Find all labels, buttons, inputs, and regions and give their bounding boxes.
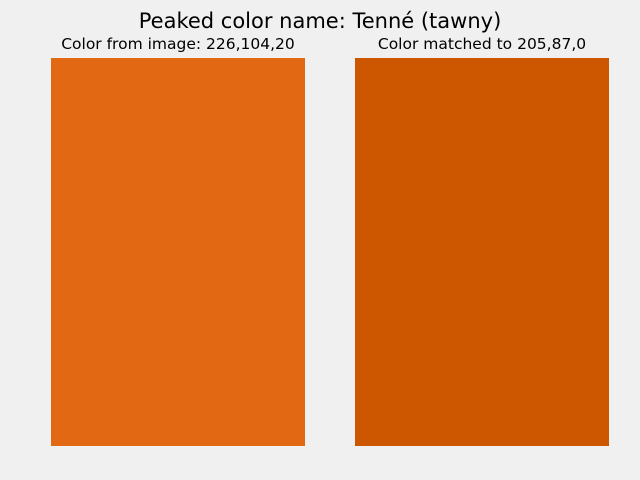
matched-color-label: Color matched to 205,87,0: [377, 35, 587, 53]
matched-color-swatch: [355, 58, 609, 446]
image-color-label: Color from image: 226,104,20: [61, 35, 295, 53]
figure-title: Peaked color name: Tenné (tawny): [138, 9, 502, 33]
image-color-swatch: [51, 58, 305, 446]
